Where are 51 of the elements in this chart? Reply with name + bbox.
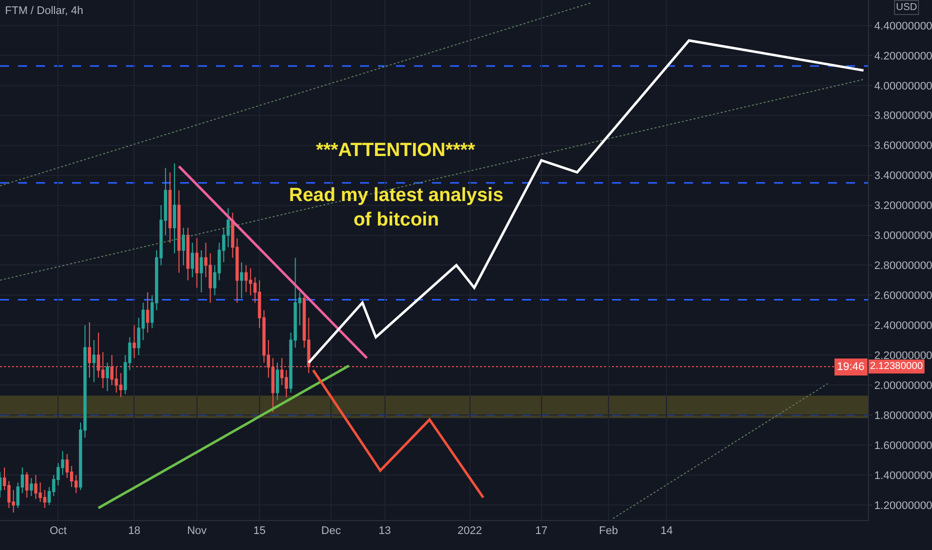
x-tick-label: Dec (321, 525, 342, 538)
candlestick (172, 162, 176, 254)
annotation: ***ATTENTION**** (316, 140, 476, 161)
candlestick (177, 190, 181, 274)
x-tick-label: Oct (50, 525, 67, 538)
x-tick-label: 2022 (458, 525, 482, 538)
candlestick (132, 324, 136, 359)
y-tick-label: 3.80000000 (874, 110, 932, 122)
y-tick-label: 2.00000000 (874, 380, 932, 392)
y-tick-label: 2.20000000 (874, 350, 932, 362)
annotation: Read my latest analysis of bitcoin (289, 185, 504, 231)
x-tick-label: 13 (378, 525, 391, 538)
y-tick-label: 2.40000000 (874, 320, 932, 332)
x-tick-label: Nov (187, 525, 208, 538)
ref-line-label: 2.12380000 (870, 361, 924, 372)
x-tick-label: 17 (535, 525, 548, 538)
y-tick-label: 3.40000000 (874, 170, 932, 182)
candlestick (168, 172, 172, 244)
x-tick-label: 18 (128, 525, 140, 538)
y-tick-label: 3.60000000 (874, 140, 932, 152)
candlestick (276, 362, 279, 401)
y-tick-label: 4.40000000 (874, 20, 932, 32)
candlestick (182, 227, 186, 266)
candlestick (240, 262, 244, 299)
y-tick-label: 3.20000000 (874, 200, 932, 212)
x-tick-label: 14 (660, 525, 673, 538)
y-tick-label: 3.00000000 (874, 230, 932, 242)
candlestick (30, 478, 33, 497)
y-tick-label: 2.60000000 (874, 290, 932, 302)
annotation: 19:46 (837, 361, 865, 373)
candlestick (190, 242, 194, 278)
y-tick-label: 4.00000000 (874, 80, 932, 92)
candlestick (106, 362, 109, 392)
candlestick (92, 340, 96, 383)
y-tick-label: 1.60000000 (874, 440, 932, 452)
x-tick-label: 15 (253, 525, 266, 538)
y-axis-title: USD (896, 2, 918, 13)
x-tick-label: Feb (599, 525, 618, 538)
y-tick-label: 1.20000000 (874, 500, 932, 512)
y-tick-label: 4.20000000 (874, 50, 932, 62)
candlestick (25, 472, 28, 498)
candlestick (195, 238, 198, 288)
y-tick-label: 1.80000000 (874, 410, 932, 422)
candlestick (146, 292, 150, 334)
candlestick (200, 250, 203, 293)
line-series (312, 368, 484, 499)
candlestick (186, 227, 190, 281)
candlestick (244, 264, 248, 293)
y-tick-label: 2.80000000 (874, 260, 932, 272)
y-tick-label: 1.40000000 (874, 470, 932, 482)
chart-title: FTM / Dollar, 4h (5, 5, 84, 17)
